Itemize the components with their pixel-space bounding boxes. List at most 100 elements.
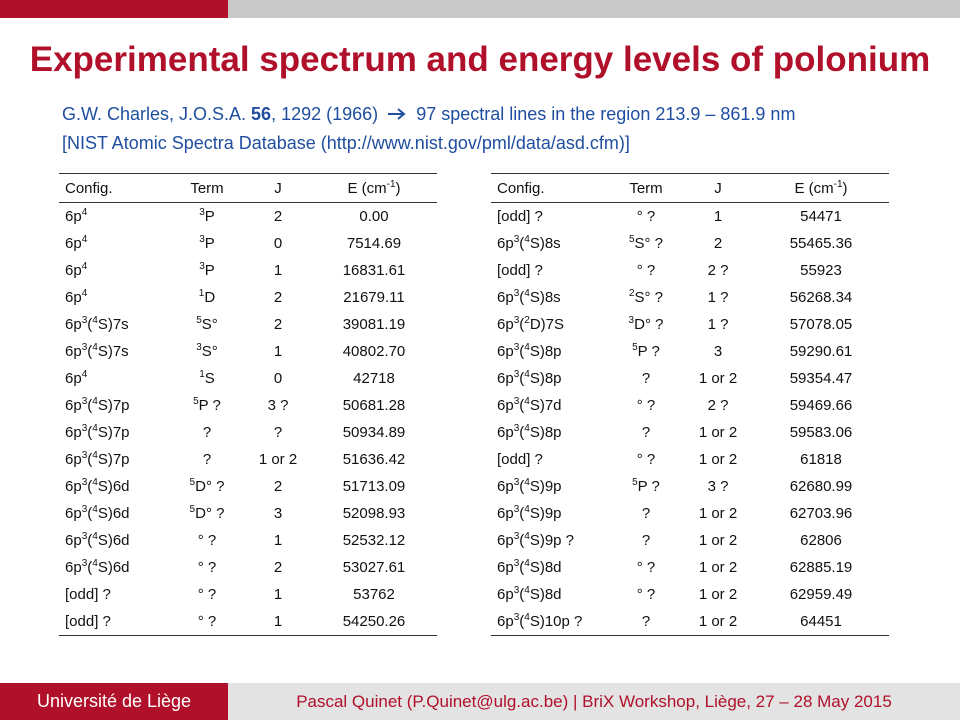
reference-volume: 56 <box>251 104 272 124</box>
cell-config: 6p3(4S)6d <box>65 504 130 523</box>
cell-j: 1 <box>713 208 723 225</box>
table-row: 6p4 3P 0 7514.69 <box>59 230 437 257</box>
table-row: 6p3(4S)8p 5P ? 3 59290.61 <box>491 338 889 365</box>
table-row: [odd] ? ° ? 1 53762 <box>59 581 437 608</box>
table-row: 6p3(4S)10p ?? 1 or 2 64451 <box>491 608 889 636</box>
cell-j: 2 <box>273 478 283 495</box>
table-row: [odd] ? ° ? 1 54471 <box>491 203 889 231</box>
table-row: 6p3(4S)8s 5S° ? 2 55465.36 <box>491 230 889 257</box>
cell-energy: 62703.96 <box>789 505 853 522</box>
cell-j: 3 ? <box>267 397 289 414</box>
cell-energy: 55465.36 <box>789 235 853 252</box>
table-row: 6p3(4S)7p? 1 or 2 51636.42 <box>59 446 437 473</box>
cell-j: 1 or 2 <box>698 451 738 468</box>
cell-energy: 59469.66 <box>789 397 853 414</box>
cell-term: 5D° ? <box>189 504 225 523</box>
table-row: 6p3(4S)8p? 1 or 2 59583.06 <box>491 419 889 446</box>
cell-j: 1 or 2 <box>698 370 738 387</box>
slide-title: Experimental spectrum and energy levels … <box>29 40 931 79</box>
cell-config: 6p3(4S)8s <box>497 288 561 307</box>
cell-j: 1 <box>245 608 311 636</box>
cell-config: 6p3(4S)7p <box>65 396 130 415</box>
table-row: 6p3(4S)6d 5D° ? 3 52098.93 <box>59 500 437 527</box>
cell-j: 3 <box>713 343 723 360</box>
cell-energy: 52098.93 <box>342 505 406 522</box>
cell-energy: 54250.26 <box>311 608 437 636</box>
table-row: 6p3(4S)8d ° ? 1 or 2 62959.49 <box>491 581 889 608</box>
cell-config: 6p3(4S)7p <box>65 423 130 442</box>
footer-info: Pascal Quinet (P.Quinet@ulg.ac.be) | Bri… <box>228 683 960 720</box>
cell-j: 1 <box>273 262 283 279</box>
cell-term: ? <box>641 370 651 387</box>
cell-energy: 53762 <box>353 586 395 603</box>
cell-term: ° ? <box>636 559 656 576</box>
cell-config: [odd] ? <box>65 586 111 603</box>
header-config: Config. <box>59 173 169 203</box>
cell-j: 1 or 2 <box>698 559 738 576</box>
header-term: Term <box>169 173 245 203</box>
cell-j: 1 or 2 <box>698 424 738 441</box>
cell-config: 6p3(4S)8p <box>497 369 562 388</box>
cell-term: ° ? <box>197 532 217 549</box>
cell-energy: 53027.61 <box>342 559 406 576</box>
cell-j: 2 <box>273 316 283 333</box>
table-row: 6p3(4S)7p?? 50934.89 <box>59 419 437 446</box>
cell-config: 6p3(4S)6d <box>65 531 130 550</box>
cell-energy: 16831.61 <box>342 262 406 279</box>
cell-term: 1D <box>198 288 216 307</box>
cell-j: 1 ? <box>707 289 729 306</box>
header-energy: E (cm-1) <box>311 173 437 203</box>
energy-levels-table-right: Config. Term J E (cm-1) [odd] ? ° ? 1 54471… <box>491 173 889 636</box>
cell-term: ? <box>609 608 683 636</box>
table-row: 6p3(4S)9p ?? 1 or 2 62806 <box>491 527 889 554</box>
cell-j: 0 <box>273 235 283 252</box>
cell-energy: 21679.11 <box>343 289 405 306</box>
table-row: 6p3(4S)7d ° ? 2 ? 59469.66 <box>491 392 889 419</box>
right-arrow-icon <box>387 104 407 125</box>
cell-j: 2 ? <box>707 397 729 414</box>
cell-j: 3 ? <box>707 478 729 495</box>
cell-j: 0 <box>273 370 283 387</box>
cell-term: ° ? <box>169 608 245 636</box>
cell-energy: 62806 <box>800 532 842 549</box>
header-config: Config. <box>491 173 609 203</box>
cell-energy: 51636.42 <box>342 451 406 468</box>
cell-energy: 59354.47 <box>789 370 853 387</box>
cell-term: 3P <box>199 261 215 280</box>
cell-term: 1S <box>199 369 215 388</box>
cell-energy: 59290.61 <box>789 343 853 360</box>
cell-j: 1 or 2 <box>683 608 753 636</box>
cell-j: 1 or 2 <box>698 505 738 522</box>
cell-j: 1 or 2 <box>698 532 738 549</box>
cell-j: 1 ? <box>707 316 729 333</box>
cell-energy: 57078.05 <box>789 316 853 333</box>
cell-term: 5S° ? <box>628 234 664 253</box>
table-row: 6p3(4S)8s 2S° ? 1 ? 56268.34 <box>491 284 889 311</box>
cell-energy: 54471 <box>800 208 842 225</box>
table-row: [odd] ? ° ? 1 or 2 61818 <box>491 446 889 473</box>
cell-config: 6p3(4S)8p <box>497 423 562 442</box>
cell-energy: 64451 <box>753 608 889 636</box>
cell-energy: 52532.12 <box>342 532 406 549</box>
cell-config: 6p4 <box>65 234 88 253</box>
cell-energy: 62680.99 <box>789 478 853 495</box>
cell-j: 1 <box>273 586 283 603</box>
table-row: 6p3(4S)8p? 1 or 2 59354.47 <box>491 365 889 392</box>
cell-config: 6p3(4S)9p ? <box>497 531 575 550</box>
cell-j: 3 <box>273 505 283 522</box>
cell-energy: 55923 <box>800 262 842 279</box>
header-j: J <box>683 173 753 203</box>
cell-config: 6p4 <box>65 288 88 307</box>
spectral-lines-summary: 97 spectral lines in the region 213.9 – … <box>416 104 796 124</box>
header-term: Term <box>609 173 683 203</box>
cell-term: ? <box>641 532 651 549</box>
reference-line-2: [NIST Atomic Spectra Database (http://ww… <box>62 133 630 153</box>
cell-term: ° ? <box>636 397 656 414</box>
cell-term: ° ? <box>197 559 217 576</box>
cell-energy: 56268.34 <box>789 289 853 306</box>
cell-term: 2S° ? <box>628 288 664 307</box>
table-row: 6p4 3P 2 0.00 <box>59 203 437 231</box>
cell-energy: 50934.89 <box>342 424 406 441</box>
cell-term: ° ? <box>636 451 656 468</box>
cell-config: 6p3(4S)8d <box>497 585 562 604</box>
